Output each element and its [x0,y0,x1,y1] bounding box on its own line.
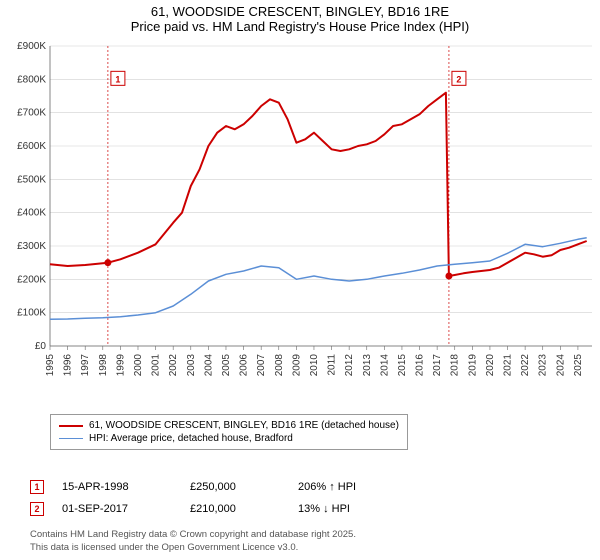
svg-text:£400K: £400K [17,208,46,219]
legend-label: HPI: Average price, detached house, Brad… [89,433,293,444]
svg-text:2021: 2021 [503,354,514,377]
svg-text:1996: 1996 [63,354,74,377]
sale-date: 15-APR-1998 [62,481,172,493]
sale-price: £210,000 [190,503,280,515]
sales-table: 1 15-APR-1998 £250,000 206% ↑ HPI 2 01-SEP-20… [30,476,408,520]
legend-swatch [59,425,83,427]
svg-text:2023: 2023 [538,354,549,377]
legend-row: 61, WOODSIDE CRESCENT, BINGLEY, BD16 1RE… [59,419,399,432]
footer-attribution: Contains HM Land Registry data © Crown c… [30,529,356,554]
svg-text:2016: 2016 [415,354,426,377]
svg-text:2014: 2014 [379,354,390,377]
sale-hpi: 13% ↓ HPI [298,503,408,515]
svg-text:2002: 2002 [168,354,179,377]
sale-price: £250,000 [190,481,280,493]
sale-hpi: 206% ↑ HPI [298,481,408,493]
legend-label: 61, WOODSIDE CRESCENT, BINGLEY, BD16 1RE… [89,420,399,431]
chart-container: 61, WOODSIDE CRESCENT, BINGLEY, BD16 1RE… [0,0,600,560]
svg-text:2025: 2025 [573,354,584,377]
svg-text:2013: 2013 [362,354,373,377]
svg-text:2011: 2011 [327,354,338,376]
chart-svg: £0 £100K £200K £300K £400K £500K £600K £700K £80… [0,36,600,406]
svg-text:2007: 2007 [256,354,267,377]
legend-row: HPI: Average price, detached house, Brad… [59,432,399,445]
sale-marker-icon: 1 [30,480,44,494]
svg-text:2006: 2006 [239,354,250,377]
svg-text:2012: 2012 [344,354,355,377]
sale-marker-icon: 2 [30,502,44,516]
svg-text:£200K: £200K [17,274,46,285]
svg-text:2005: 2005 [221,354,232,377]
svg-text:2: 2 [456,74,461,84]
svg-text:£300K: £300K [17,241,46,252]
footer-line1: Contains HM Land Registry data © Crown c… [30,529,356,541]
svg-text:£0: £0 [35,341,47,352]
svg-text:£700K: £700K [17,108,46,119]
svg-text:1: 1 [115,74,120,84]
svg-text:£800K: £800K [17,74,46,85]
svg-text:2008: 2008 [274,354,285,377]
svg-text:2000: 2000 [133,354,144,377]
svg-text:£900K: £900K [17,41,46,52]
svg-text:2018: 2018 [450,354,461,377]
title-subtitle: Price paid vs. HM Land Registry's House … [0,19,600,34]
footer-line2: This data is licensed under the Open Gov… [30,542,356,554]
svg-text:2003: 2003 [186,354,197,377]
svg-text:2020: 2020 [485,354,496,377]
svg-text:1999: 1999 [115,354,126,377]
sale-row: 2 01-SEP-2017 £210,000 13% ↓ HPI [30,498,408,520]
svg-text:2024: 2024 [555,354,566,377]
svg-text:1995: 1995 [45,354,56,377]
title-block: 61, WOODSIDE CRESCENT, BINGLEY, BD16 1RE… [0,0,600,36]
sale-row: 1 15-APR-1998 £250,000 206% ↑ HPI [30,476,408,498]
svg-text:1998: 1998 [98,354,109,377]
svg-text:2009: 2009 [291,354,302,377]
svg-text:2015: 2015 [397,354,408,377]
legend-swatch [59,438,83,439]
svg-text:2017: 2017 [432,354,443,377]
svg-text:2001: 2001 [151,354,162,377]
svg-text:2004: 2004 [203,354,214,377]
chart-area: £0 £100K £200K £300K £400K £500K £600K £700K £80… [0,36,600,406]
sale-date: 01-SEP-2017 [62,503,172,515]
svg-text:2019: 2019 [467,354,478,377]
svg-text:£500K: £500K [17,174,46,185]
svg-text:1997: 1997 [80,354,91,377]
legend-box: 61, WOODSIDE CRESCENT, BINGLEY, BD16 1RE… [50,414,408,450]
svg-text:£100K: £100K [17,308,46,319]
title-address: 61, WOODSIDE CRESCENT, BINGLEY, BD16 1RE [0,4,600,19]
svg-text:2022: 2022 [520,354,531,377]
svg-text:£600K: £600K [17,141,46,152]
svg-text:2010: 2010 [309,354,320,377]
